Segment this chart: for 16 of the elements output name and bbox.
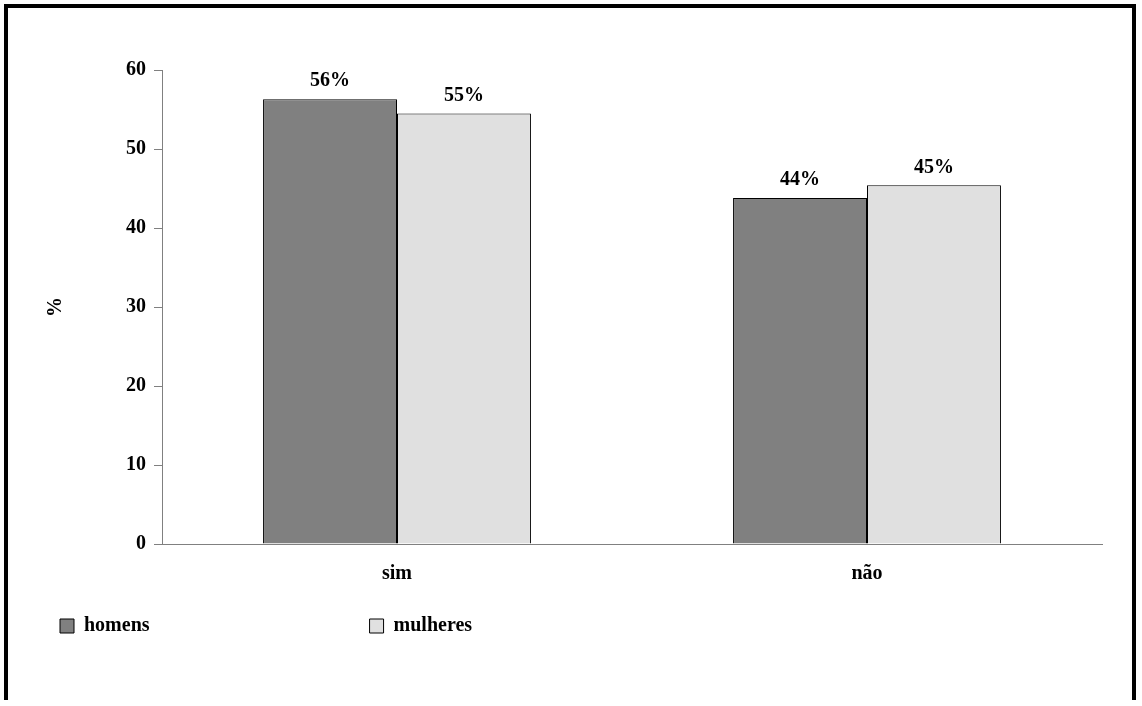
y-tick-label: 40 <box>126 215 146 238</box>
y-tick-label: 10 <box>126 452 146 475</box>
legend-label: homens <box>84 613 350 636</box>
x-tick-label: sim <box>382 561 413 584</box>
y-tick-label: 60 <box>126 57 146 80</box>
y-tick-label: 0 <box>136 531 146 554</box>
y-tick-label: 50 <box>126 136 146 159</box>
data-label: 56% <box>310 68 351 91</box>
x-tick-label: não <box>851 561 883 584</box>
y-axis-title: % <box>43 297 66 317</box>
data-label: 55% <box>443 82 484 105</box>
y-tick-label: 30 <box>126 294 146 317</box>
data-label: 44% <box>780 167 821 190</box>
data-label: 45% <box>913 154 954 177</box>
y-tick-label: 20 <box>126 373 146 396</box>
legend-label: mulheres <box>393 613 673 636</box>
